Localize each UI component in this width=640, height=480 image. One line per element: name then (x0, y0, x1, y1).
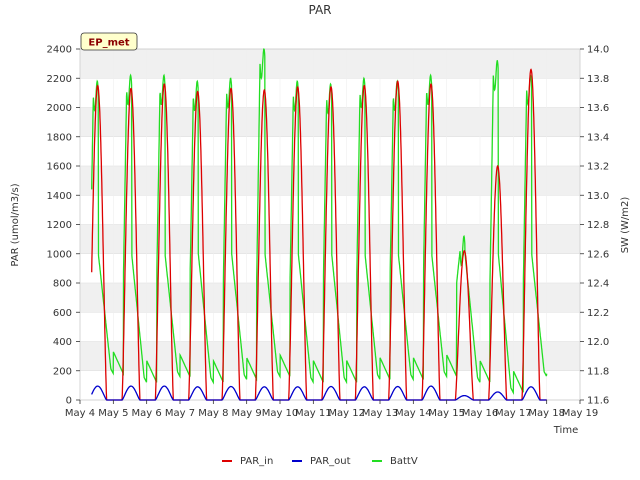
y2-tick-label: 11.8 (587, 366, 609, 377)
y-tick-label: 400 (53, 337, 72, 348)
background-band (80, 49, 580, 79)
y-tick-label: 0 (66, 396, 72, 407)
y-tick-label: 800 (53, 279, 72, 290)
x-tick-label: May 17 (495, 408, 532, 419)
y2-tick-label: 11.6 (587, 396, 609, 407)
legend-label: BattV (390, 456, 418, 467)
x-tick-label: May 10 (262, 408, 299, 419)
y-tick-label: 1200 (47, 220, 72, 231)
legend: PAR_in PAR_out BattV (222, 456, 418, 467)
x-tick-label: May 18 (528, 408, 565, 419)
site-badge: EP_met (80, 32, 138, 51)
y-tick-label: 2000 (47, 103, 72, 114)
y2-tick-label: 13.0 (587, 191, 609, 202)
y-tick-label: 2400 (47, 45, 72, 56)
x-tick-label: May 16 (462, 408, 499, 419)
y2-tick-label: 12.2 (587, 308, 609, 319)
site-badge-box (80, 32, 138, 51)
y-tick-label: 2200 (47, 74, 72, 85)
y2-tick-label: 13.2 (587, 162, 609, 173)
y-tick-label: 1800 (47, 132, 72, 143)
y2-tick-label: 13.8 (587, 74, 609, 85)
y-tick-label: 1600 (47, 162, 72, 173)
x-tick-label: May 4 (65, 408, 95, 419)
x-axis-label: Time (553, 425, 578, 436)
y2-tick-label: 12.0 (587, 337, 609, 348)
y2-tick-label: 12.4 (587, 279, 609, 290)
site-badge-label: EP_met (88, 38, 129, 49)
background-band (80, 341, 580, 371)
legend-label: PAR_out (310, 456, 351, 467)
x-tick-label: May 9 (232, 408, 262, 419)
chart-title: PAR (308, 3, 331, 17)
x-tick-label: May 8 (198, 408, 228, 419)
y-tick-label: 600 (53, 308, 72, 319)
y-tick-label: 1000 (47, 249, 72, 260)
background-band (80, 107, 580, 137)
x-tick-label: May 14 (395, 408, 432, 419)
x-tick-label: May 12 (328, 408, 365, 419)
x-tick-label: May 13 (362, 408, 399, 419)
y2-tick-label: 12.6 (587, 249, 609, 260)
y2-tick-label: 12.8 (587, 220, 609, 231)
y-axis-label: PAR (umol/m3/s) (10, 183, 21, 266)
x-tick-label: May 15 (428, 408, 465, 419)
legend-label: PAR_in (240, 456, 273, 467)
y-tick-label: 1400 (47, 191, 72, 202)
y2-tick-label: 13.6 (587, 103, 609, 114)
x-tick-label: May 5 (98, 408, 128, 419)
y2-tick-label: 13.4 (587, 132, 609, 143)
series-line-battv (91, 48, 548, 395)
background-band (80, 166, 580, 196)
background-band (80, 283, 580, 313)
y2-axis-label: SW (W/m2) (620, 197, 631, 254)
series-line-par-out (91, 385, 547, 401)
background-band (80, 224, 580, 254)
x-tick-label: May 11 (295, 408, 332, 419)
x-tick-label: May 19 (562, 408, 599, 419)
x-tick-label: May 6 (132, 408, 162, 419)
y2-tick-label: 14.0 (587, 45, 609, 56)
y-tick-label: 200 (53, 366, 72, 377)
x-tick-label: May 7 (165, 408, 195, 419)
